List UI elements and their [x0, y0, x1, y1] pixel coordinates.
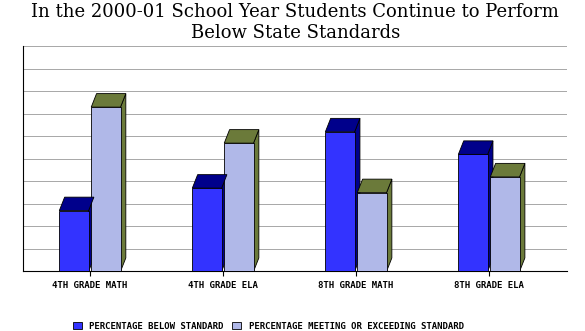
Bar [357, 193, 387, 271]
Polygon shape [488, 141, 493, 271]
Bar [459, 154, 488, 271]
Bar [325, 132, 355, 271]
Polygon shape [192, 175, 227, 188]
Polygon shape [253, 130, 259, 271]
Polygon shape [357, 179, 392, 193]
Polygon shape [224, 130, 259, 143]
Title: In the 2000-01 School Year Students Continue to Perform
Below State Standards: In the 2000-01 School Year Students Cont… [32, 3, 559, 42]
Polygon shape [459, 141, 493, 154]
Polygon shape [88, 197, 94, 271]
Polygon shape [519, 164, 525, 271]
Polygon shape [222, 175, 227, 271]
Polygon shape [355, 118, 360, 271]
Polygon shape [325, 118, 360, 132]
Legend: PERCENTAGE BELOW STANDARD, PERCENTAGE MEETING OR EXCEEDING STANDARD: PERCENTAGE BELOW STANDARD, PERCENTAGE ME… [69, 318, 467, 331]
Polygon shape [121, 94, 126, 271]
Bar [91, 107, 121, 271]
Polygon shape [59, 197, 94, 211]
Polygon shape [387, 179, 392, 271]
Polygon shape [490, 164, 525, 177]
Bar [59, 211, 88, 271]
Bar [490, 177, 519, 271]
Polygon shape [91, 94, 126, 107]
Bar [224, 143, 253, 271]
Bar [192, 188, 222, 271]
